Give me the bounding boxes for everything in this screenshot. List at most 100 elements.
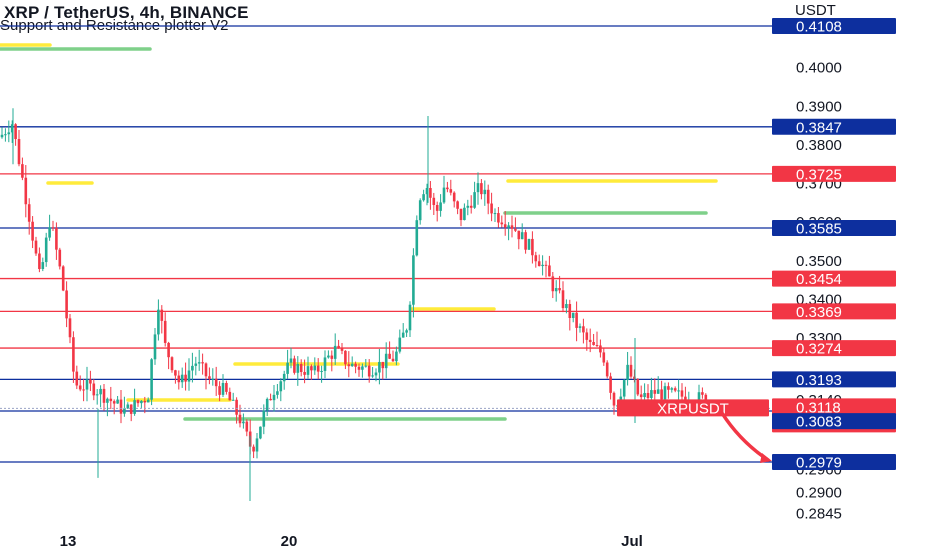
candle-body bbox=[72, 337, 75, 372]
candle-body bbox=[381, 361, 385, 369]
candle-body bbox=[599, 345, 602, 353]
candle-body bbox=[463, 207, 466, 221]
candle-body bbox=[126, 404, 130, 409]
candle-body bbox=[112, 401, 116, 404]
candle-body bbox=[24, 177, 28, 205]
candle-body bbox=[425, 188, 429, 195]
candle-body bbox=[507, 225, 510, 228]
candle-body bbox=[225, 382, 228, 392]
candle-body bbox=[238, 414, 242, 424]
candle-body bbox=[357, 366, 361, 370]
candle-body bbox=[476, 183, 480, 193]
candle-body bbox=[34, 240, 38, 254]
candle-body bbox=[177, 375, 181, 383]
candle-body bbox=[44, 237, 48, 263]
level-tag bbox=[772, 303, 896, 320]
candle-body bbox=[673, 388, 677, 391]
candle-body bbox=[415, 220, 419, 256]
candle-body bbox=[667, 386, 670, 390]
candle-body bbox=[650, 390, 653, 398]
candle-body bbox=[133, 400, 136, 414]
candle-body bbox=[235, 399, 238, 415]
candle-body bbox=[310, 366, 313, 371]
candle-body bbox=[639, 394, 643, 398]
sr-markers bbox=[0, 43, 727, 421]
candle-body bbox=[514, 228, 517, 231]
projection-arrow-head bbox=[760, 453, 772, 463]
candle-body bbox=[568, 304, 572, 318]
candle-body bbox=[344, 350, 347, 365]
candle-body bbox=[252, 446, 255, 452]
candle-body bbox=[323, 357, 327, 371]
y-tick-label: 0.2845 bbox=[796, 506, 842, 523]
y-tick-label: 0.3900 bbox=[796, 98, 842, 115]
level-tag-label: 0.3369 bbox=[796, 304, 842, 321]
candle-body bbox=[157, 309, 160, 335]
candle-body bbox=[653, 390, 657, 394]
candle-body bbox=[17, 139, 21, 165]
candle-body bbox=[208, 376, 211, 379]
level-tag-label: 0.3585 bbox=[796, 220, 842, 237]
candle-body bbox=[493, 213, 497, 215]
candle-body bbox=[670, 388, 674, 390]
candle-body bbox=[320, 370, 323, 372]
candle-body bbox=[194, 363, 198, 366]
candle-body bbox=[68, 318, 72, 338]
candle-body bbox=[602, 352, 606, 363]
candle-body bbox=[272, 394, 276, 401]
projection-arrow bbox=[720, 411, 770, 462]
candle-body bbox=[497, 213, 500, 223]
candle-body bbox=[211, 378, 215, 380]
candle-body bbox=[296, 364, 300, 373]
symbol-tag bbox=[617, 399, 769, 417]
candle-body bbox=[395, 351, 398, 362]
candle-body bbox=[384, 353, 388, 369]
candle-body bbox=[150, 359, 153, 400]
candle-body bbox=[354, 363, 357, 367]
candle-body bbox=[541, 264, 544, 267]
candle-body bbox=[7, 132, 11, 135]
candle-body bbox=[401, 332, 405, 338]
level-tag bbox=[772, 413, 896, 430]
candle-body bbox=[442, 187, 446, 203]
candle-body bbox=[636, 379, 640, 395]
candle-body bbox=[61, 266, 65, 291]
candle-body bbox=[633, 376, 636, 380]
candle-body bbox=[167, 342, 170, 358]
candle-body bbox=[197, 362, 201, 364]
candle-body bbox=[102, 388, 106, 403]
candle-body bbox=[517, 230, 521, 240]
candle-body bbox=[146, 399, 150, 403]
candle-body bbox=[123, 408, 126, 414]
candle-body bbox=[412, 255, 415, 305]
candle-body bbox=[191, 365, 194, 371]
candle-body bbox=[316, 365, 320, 372]
candle-body bbox=[221, 382, 225, 395]
candle-body bbox=[435, 205, 439, 211]
candle-body bbox=[262, 410, 266, 427]
candle-body bbox=[180, 374, 184, 383]
candle-body bbox=[38, 253, 41, 270]
symbol-tag-label: XRPUSDT bbox=[657, 400, 729, 417]
candle-body bbox=[575, 312, 578, 328]
level-tags: 0.4108 0.3847 0.3725 0.3585 0.3454 0.3369 0.32… bbox=[617, 18, 896, 472]
chart-title: XRP / TetherUS, 4h, BINANCE bbox=[4, 3, 249, 22]
candle-body bbox=[452, 192, 456, 202]
candle-body bbox=[585, 332, 589, 340]
level-tag-label: 0.2979 bbox=[796, 455, 842, 472]
candle-body bbox=[429, 188, 432, 198]
candle-body bbox=[469, 205, 473, 208]
candle-body bbox=[269, 398, 272, 401]
candle-body bbox=[214, 378, 218, 387]
level-tag-label: 0.3193 bbox=[796, 372, 842, 389]
candle-body bbox=[605, 362, 609, 377]
candle-body bbox=[153, 334, 157, 360]
candle-body bbox=[27, 204, 31, 222]
candle-body bbox=[677, 390, 680, 392]
candle-body bbox=[446, 187, 449, 190]
candle-body bbox=[245, 421, 249, 432]
level-tag bbox=[772, 18, 896, 34]
candle-body bbox=[340, 347, 344, 351]
candle-body bbox=[595, 345, 599, 347]
